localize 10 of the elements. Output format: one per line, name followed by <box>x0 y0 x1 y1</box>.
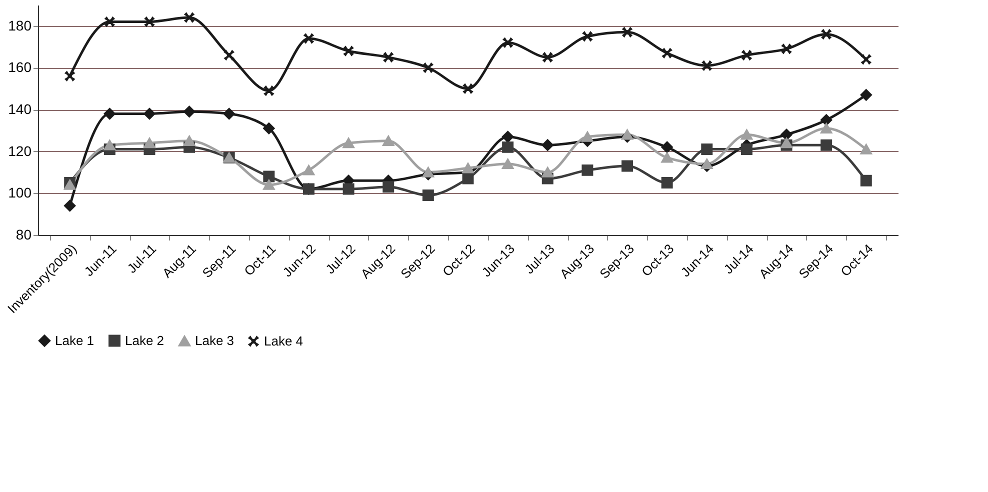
legend-label: Lake 2 <box>125 332 164 348</box>
y-tick-label: 120 <box>8 142 32 159</box>
legend-label: Lake 1 <box>55 332 94 348</box>
legend-label: Lake 4 <box>264 333 304 348</box>
y-tick-label: 180 <box>8 17 32 34</box>
y-tick-label: 140 <box>8 101 32 118</box>
legend-label: Lake 3 <box>195 333 234 348</box>
y-tick-label: 80 <box>16 226 32 242</box>
y-tick-label: 100 <box>8 184 32 201</box>
y-tick-label: 160 <box>8 59 32 76</box>
